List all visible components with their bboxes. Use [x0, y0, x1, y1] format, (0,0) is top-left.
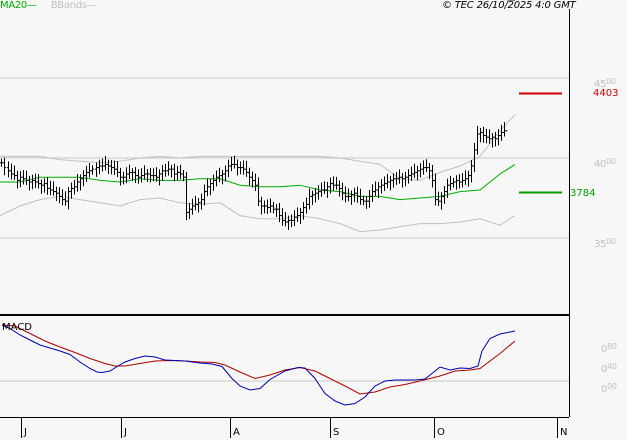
price-label-4500: 4500 [594, 77, 616, 90]
axes [0, 9, 570, 438]
x-label-oct: O [437, 427, 445, 438]
macd-label-000: 000 [601, 382, 617, 395]
price-label-3500: 3500 [594, 237, 616, 250]
copyright-timestamp: © TEC 26/10/2025 4:0 GMT [442, 0, 576, 11]
bollinger-bands [0, 114, 516, 233]
macd-lines [1, 324, 516, 406]
legend-bbands[interactable]: BBands— [50, 0, 97, 11]
x-label-aug: A [233, 427, 240, 438]
x-label-jun: J [24, 427, 27, 438]
macd-title: MACD [2, 322, 32, 333]
x-label-sep: S [333, 427, 340, 438]
price-label-4000: 4000 [594, 157, 616, 170]
target-lines [519, 92, 562, 194]
legend: MA20— BBands— [0, 0, 97, 12]
resistance-label: 4403 [593, 88, 619, 99]
gridlines [0, 77, 569, 382]
macd-label-080: 080 [601, 342, 617, 355]
x-label-nov: N [560, 427, 568, 438]
x-label-jul: J [124, 427, 127, 438]
support-label: 3784 [570, 188, 596, 199]
macd-label-040: 040 [601, 362, 617, 375]
price-bars [0, 0, 515, 230]
legend-ma20[interactable]: MA20— [0, 0, 37, 11]
